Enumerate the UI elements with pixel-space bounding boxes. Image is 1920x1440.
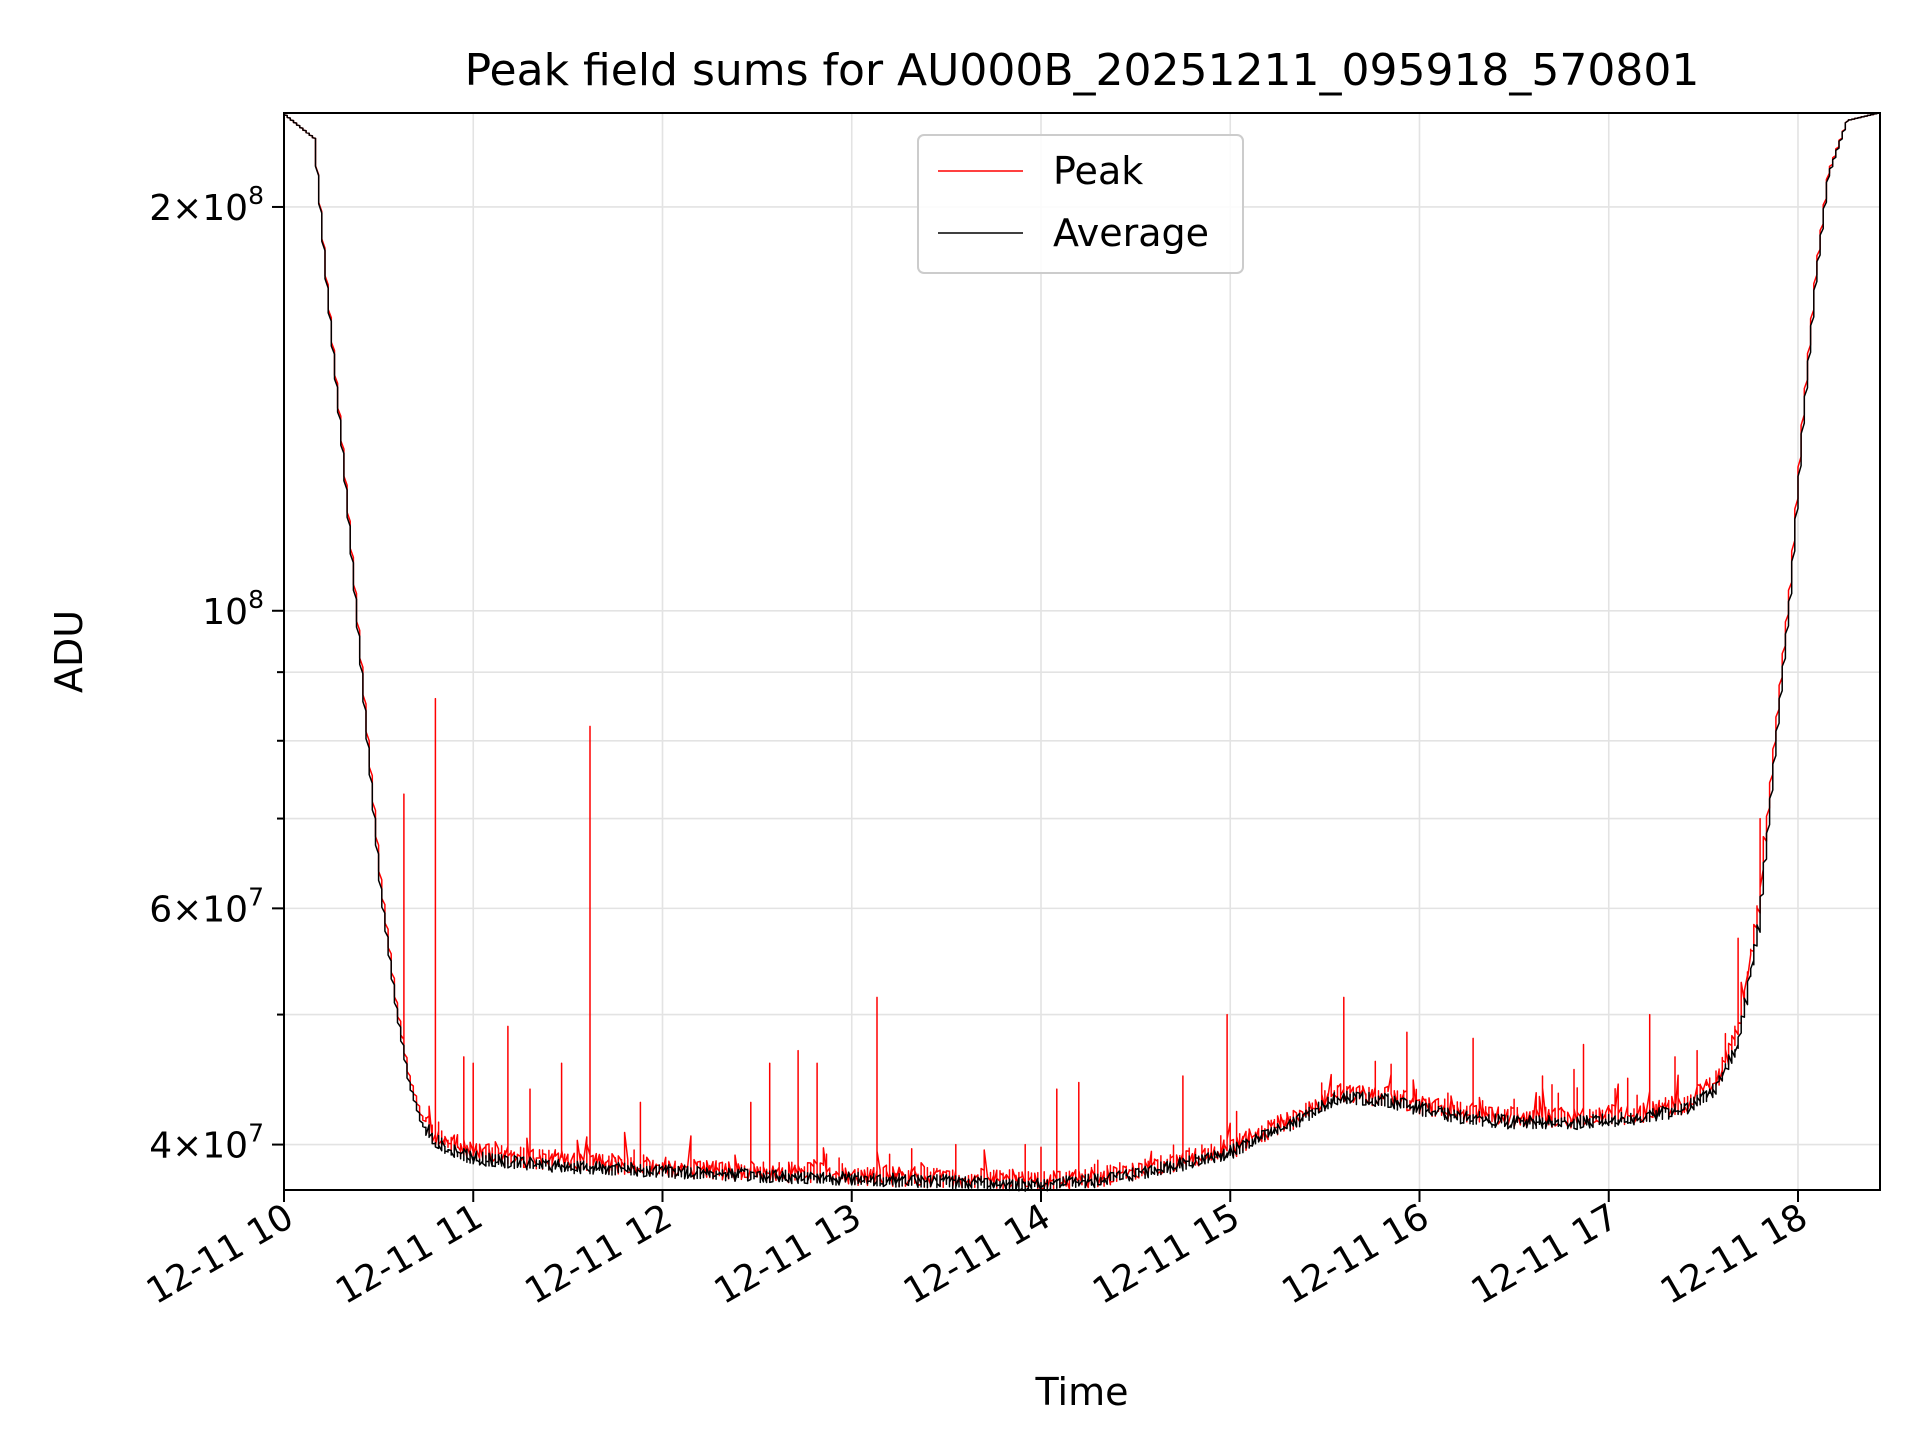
x-axis-label: Time — [1035, 1370, 1129, 1414]
series-line-peak — [283, 112, 1881, 1192]
legend-box — [917, 134, 1244, 274]
grid-lines — [283, 113, 1880, 1190]
y-axis-label: ADU — [47, 610, 91, 693]
y-tick-label: 108 — [202, 585, 264, 633]
x-tick-label: 12-11 15 — [1086, 1196, 1247, 1312]
chart-title: Peak field sums for AU000B_20251211_0959… — [465, 45, 1700, 96]
x-tick-label: 12-11 10 — [140, 1196, 301, 1312]
legend-label-peak: Peak — [1053, 149, 1143, 193]
y-axis-ticks: 4×107 6×107 108 2×108 — [149, 181, 284, 1167]
y-tick-label: 6×107 — [149, 882, 264, 930]
x-tick-label: 12-11 16 — [1275, 1196, 1436, 1312]
y-tick-label: 2×108 — [149, 181, 264, 229]
x-tick-label: 12-11 14 — [897, 1196, 1058, 1312]
y-tick-label: 4×107 — [149, 1119, 264, 1167]
plot-frame — [283, 112, 1881, 1191]
series-line-average — [283, 112, 1881, 1192]
x-tick-label: 12-11 18 — [1654, 1196, 1815, 1312]
x-tick-label: 12-11 13 — [708, 1196, 869, 1312]
x-tick-label: 12-11 17 — [1465, 1196, 1626, 1312]
x-axis-ticks: 12-11 10 12-11 11 12-11 12 12-11 13 12-11 14… — [140, 1190, 1815, 1313]
x-tick-label: 12-11 11 — [329, 1196, 490, 1312]
x-tick-label: 12-11 12 — [518, 1196, 679, 1312]
legend-label-average: Average — [1053, 211, 1209, 255]
legend: Peak Average — [917, 134, 1244, 274]
series-layer — [283, 112, 1881, 1192]
